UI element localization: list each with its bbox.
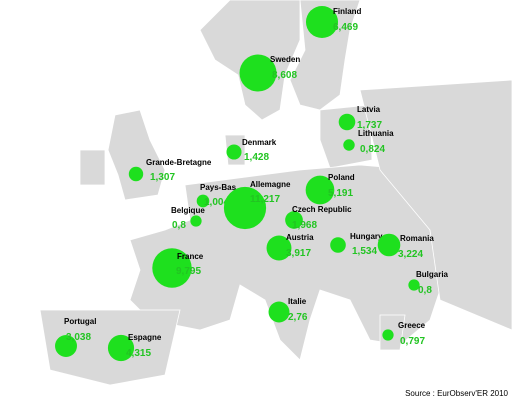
country-name: Romania [400, 234, 434, 243]
value-label: 1,737 [357, 120, 382, 131]
bubble [338, 113, 356, 131]
bubble [377, 233, 401, 257]
value-label: 0,797 [400, 336, 425, 347]
value-label: 1,004 [204, 197, 229, 208]
country-name: Bulgaria [416, 270, 449, 279]
country-name: Portugal [64, 317, 96, 326]
country-name: Austria [286, 233, 314, 242]
country-name: Espagne [128, 333, 162, 342]
country-name: Grande-Bretagne [146, 158, 212, 167]
value-label: 3,917 [286, 248, 311, 259]
bubble [408, 279, 420, 291]
country-name: Lithuania [358, 129, 394, 138]
bubble [382, 329, 394, 341]
bubble [285, 211, 303, 229]
value-label: 8,608 [272, 70, 297, 81]
source: Source : EurObserv'ER 2010 [405, 389, 508, 398]
bubble [190, 215, 202, 227]
value-label: 1,428 [244, 152, 269, 163]
country-name: Greece [398, 321, 426, 330]
bubble [343, 139, 355, 151]
bubble [305, 175, 335, 205]
value-label: 4,315 [126, 348, 151, 359]
value-label: 1,968 [292, 220, 317, 231]
bubble [196, 194, 210, 208]
value-label: 1,307 [150, 172, 175, 183]
country-name: Pays-Bas [200, 183, 237, 192]
value-label: 9,795 [176, 266, 201, 277]
bubble [152, 248, 192, 288]
value-label: 5,191 [328, 188, 353, 199]
country-name: Hungary [350, 232, 383, 241]
country-name: Allemagne [250, 180, 291, 189]
bubble [266, 235, 292, 261]
bubble [55, 335, 77, 357]
country-name: Finland [333, 7, 362, 16]
country-name: Belgique [171, 206, 205, 215]
value-label: 11,217 [250, 194, 280, 205]
bubble [239, 54, 277, 92]
value-label: 0,8 [418, 285, 432, 296]
country-name: Czech Republic [292, 205, 352, 214]
bubble [330, 237, 346, 253]
bubble [305, 5, 339, 39]
country-name: Denmark [242, 138, 277, 147]
bubble [107, 334, 135, 362]
bubble [226, 144, 242, 160]
bubble [223, 186, 267, 230]
value-label: 6,469 [333, 22, 358, 33]
country-name: Sweden [270, 55, 300, 64]
value-label: 0,8 [172, 220, 186, 231]
value-label: 2,76 [288, 312, 308, 323]
value-label: 3,038 [66, 332, 91, 343]
country-name: France [177, 252, 204, 261]
bubble [268, 301, 290, 323]
value-label: 3,224 [398, 249, 423, 260]
bubble [128, 166, 144, 182]
country-name: Poland [328, 173, 355, 182]
value-label: 0,824 [360, 144, 385, 155]
country-name: Latvia [357, 105, 381, 114]
value-label: 1,534 [352, 246, 377, 257]
country-name: Italie [288, 297, 307, 306]
